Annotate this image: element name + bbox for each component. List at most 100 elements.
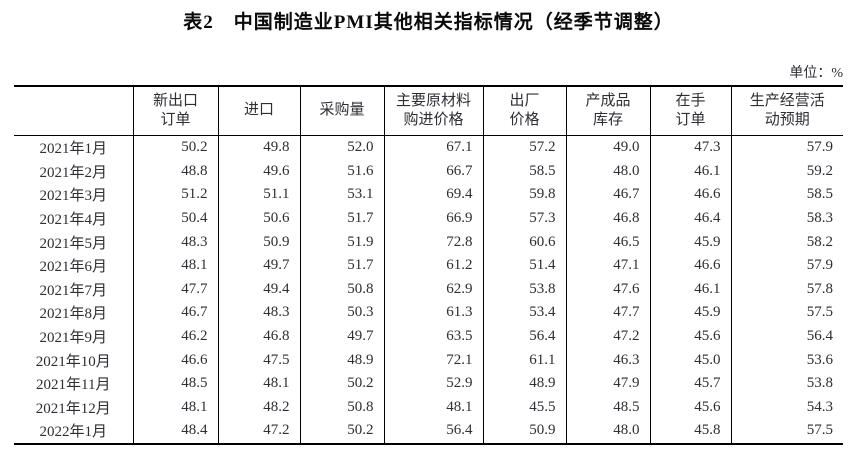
value-cell: 57.3 — [482, 206, 566, 231]
value-cell: 57.9 — [730, 253, 843, 278]
value-cell: 46.6 — [649, 253, 731, 278]
value-cell: 46.4 — [649, 206, 731, 231]
value-cell: 49.8 — [217, 135, 300, 160]
value-cell: 48.8 — [132, 159, 218, 184]
value-cell: 49.7 — [299, 324, 384, 349]
table-row: 2021年5月 48.3 50.9 51.9 72.8 60.6 46.5 45.9 58.2 — [14, 230, 843, 254]
column-header: 采购量 — [299, 86, 384, 136]
row-label: 2021年11月 — [36, 377, 111, 394]
value-cell: 59.2 — [730, 159, 843, 184]
value-cell: 45.6 — [649, 324, 731, 349]
table-row: 2021年12月 48.1 48.2 50.8 48.1 45.5 48.5 45.6 54.3 — [14, 395, 843, 420]
value-cell: 48.5 — [132, 371, 218, 396]
value-cell: 57.8 — [730, 277, 843, 302]
value-cell: 46.3 — [565, 348, 650, 372]
value-cell: 57.5 — [730, 301, 843, 325]
value-cell: 45.5 — [482, 395, 566, 420]
value-cell: 49.0 — [565, 135, 650, 160]
column-header: 新出口 订单 — [132, 86, 218, 136]
value-cell: 69.4 — [383, 183, 483, 207]
value-cell: 48.1 — [383, 395, 483, 420]
value-cell: 57.5 — [730, 419, 843, 444]
value-cell: 50.8 — [299, 395, 384, 420]
value-cell: 48.4 — [132, 419, 218, 444]
value-cell: 50.4 — [132, 206, 218, 231]
value-cell: 48.9 — [482, 371, 566, 396]
value-cell: 45.9 — [649, 301, 731, 325]
value-cell: 49.6 — [217, 159, 300, 184]
value-cell: 59.8 — [482, 183, 566, 207]
value-cell: 47.5 — [217, 348, 300, 372]
pmi-indicators-table: 新出口 订单 进口 采购量 主要原材料 购进价格 出厂 价格 产成品 库存 在手 订单 生产经… — [14, 85, 843, 445]
value-cell: 56.4 — [383, 419, 483, 444]
value-cell: 51.7 — [299, 253, 384, 278]
table-row: 2021年1月 50.2 49.8 52.0 67.1 57.2 49.0 47.3 57.9 — [14, 135, 843, 160]
value-cell: 46.7 — [565, 183, 650, 207]
value-cell: 46.7 — [132, 301, 218, 325]
table-row: 2021年7月 47.7 49.4 50.8 62.9 53.8 47.6 46.1 57.8 — [14, 277, 843, 302]
table-body: 2021年1月 50.2 49.8 52.0 67.1 57.2 49.0 47.3 57.9 2… — [14, 135, 843, 444]
row-label: 2021年10月 — [35, 353, 111, 370]
value-cell: 54.3 — [730, 395, 843, 420]
value-cell: 48.2 — [217, 395, 300, 420]
table-title: 表2 中国制造业PMI其他相关指标情况（经季节调整） — [183, 12, 674, 33]
table-row: 2021年6月 48.1 49.7 51.7 61.2 51.4 47.1 46.6 57.9 — [14, 253, 843, 278]
value-cell: 46.6 — [649, 183, 731, 207]
table-row: 2021年2月 48.8 49.6 51.6 66.7 58.5 48.0 46.1 59.2 — [14, 159, 843, 184]
value-cell: 62.9 — [383, 277, 483, 302]
value-cell: 47.1 — [565, 253, 650, 278]
value-cell: 53.6 — [730, 348, 843, 372]
value-cell: 66.7 — [383, 159, 483, 184]
value-cell: 58.5 — [482, 159, 566, 184]
value-cell: 56.4 — [730, 324, 843, 349]
row-label: 2021年2月 — [39, 164, 107, 181]
value-cell: 57.2 — [482, 135, 566, 160]
row-label: 2021年6月 — [39, 259, 107, 276]
row-label: 2021年5月 — [39, 235, 107, 252]
value-cell: 45.6 — [649, 395, 731, 420]
table-row: 2021年11月 48.5 48.1 50.2 52.9 48.9 47.9 45.7 53.8 — [14, 371, 843, 396]
value-cell: 50.2 — [132, 135, 218, 160]
value-cell: 48.5 — [565, 395, 650, 420]
value-cell: 61.3 — [383, 301, 483, 325]
value-cell: 48.9 — [299, 348, 384, 372]
value-cell: 72.8 — [383, 230, 483, 254]
value-cell: 56.4 — [482, 324, 566, 349]
column-header: 在手 订单 — [649, 86, 731, 136]
value-cell: 53.8 — [730, 371, 843, 396]
value-cell: 61.1 — [482, 348, 566, 372]
value-cell: 50.6 — [217, 206, 300, 231]
column-header: 进口 — [217, 86, 300, 136]
value-cell: 46.8 — [217, 324, 300, 349]
value-cell: 58.2 — [730, 230, 843, 254]
row-label: 2021年12月 — [35, 400, 111, 417]
value-cell: 50.2 — [299, 419, 384, 444]
value-cell: 48.0 — [565, 159, 650, 184]
row-label: 2021年8月 — [39, 306, 107, 323]
table-row: 2021年9月 46.2 46.8 49.7 63.5 56.4 47.2 45.6 56.4 — [14, 324, 843, 349]
table-row: 2021年8月 46.7 48.3 50.3 61.3 53.4 47.7 45.9 57.5 — [14, 301, 843, 325]
value-cell: 63.5 — [383, 324, 483, 349]
value-cell: 52.0 — [299, 135, 384, 160]
value-cell: 46.6 — [132, 348, 218, 372]
value-cell: 50.2 — [299, 371, 384, 396]
column-header: 出厂 价格 — [482, 86, 566, 136]
value-cell: 47.2 — [565, 324, 650, 349]
header-row: 新出口 订单 进口 采购量 主要原材料 购进价格 出厂 价格 产成品 库存 在手 订单 生产经… — [14, 86, 843, 136]
value-cell: 51.1 — [217, 183, 300, 207]
value-cell: 53.4 — [482, 301, 566, 325]
value-cell: 45.7 — [649, 371, 731, 396]
value-cell: 46.1 — [649, 159, 731, 184]
value-cell: 51.2 — [132, 183, 218, 207]
value-cell: 72.1 — [383, 348, 483, 372]
value-cell: 61.2 — [383, 253, 483, 278]
value-cell: 48.3 — [217, 301, 300, 325]
value-cell: 47.9 — [565, 371, 650, 396]
table-row: 2022年1月 48.4 47.2 50.2 56.4 50.9 48.0 45.8 57.5 — [14, 419, 843, 444]
row-label: 2021年1月 — [39, 141, 107, 158]
value-cell: 45.8 — [649, 419, 731, 444]
value-cell: 53.8 — [482, 277, 566, 302]
column-header: 产成品 库存 — [565, 86, 650, 136]
value-cell: 46.1 — [649, 277, 731, 302]
column-header: 生产经营活 动预期 — [730, 86, 843, 136]
